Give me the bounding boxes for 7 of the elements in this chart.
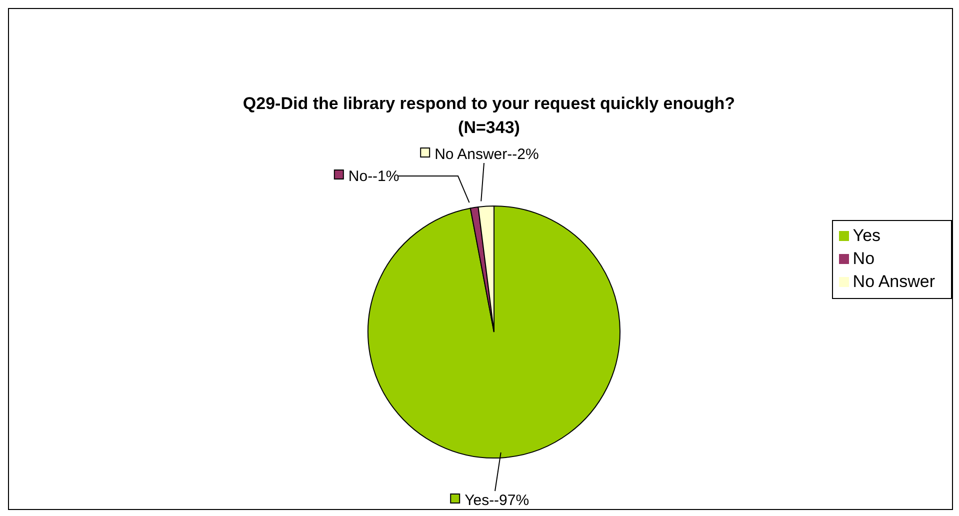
data-label: No--1% (348, 168, 400, 185)
legend-label: No (852, 248, 875, 268)
data-label: Yes--97% (464, 492, 530, 509)
legend-label: Yes (852, 226, 881, 244)
chart-title: Q29-Did the library respond to your request quickly enough? (N=343) (242, 94, 736, 137)
data-label: No Answer--2% (434, 146, 539, 163)
legend-label: No Answer (852, 272, 935, 290)
